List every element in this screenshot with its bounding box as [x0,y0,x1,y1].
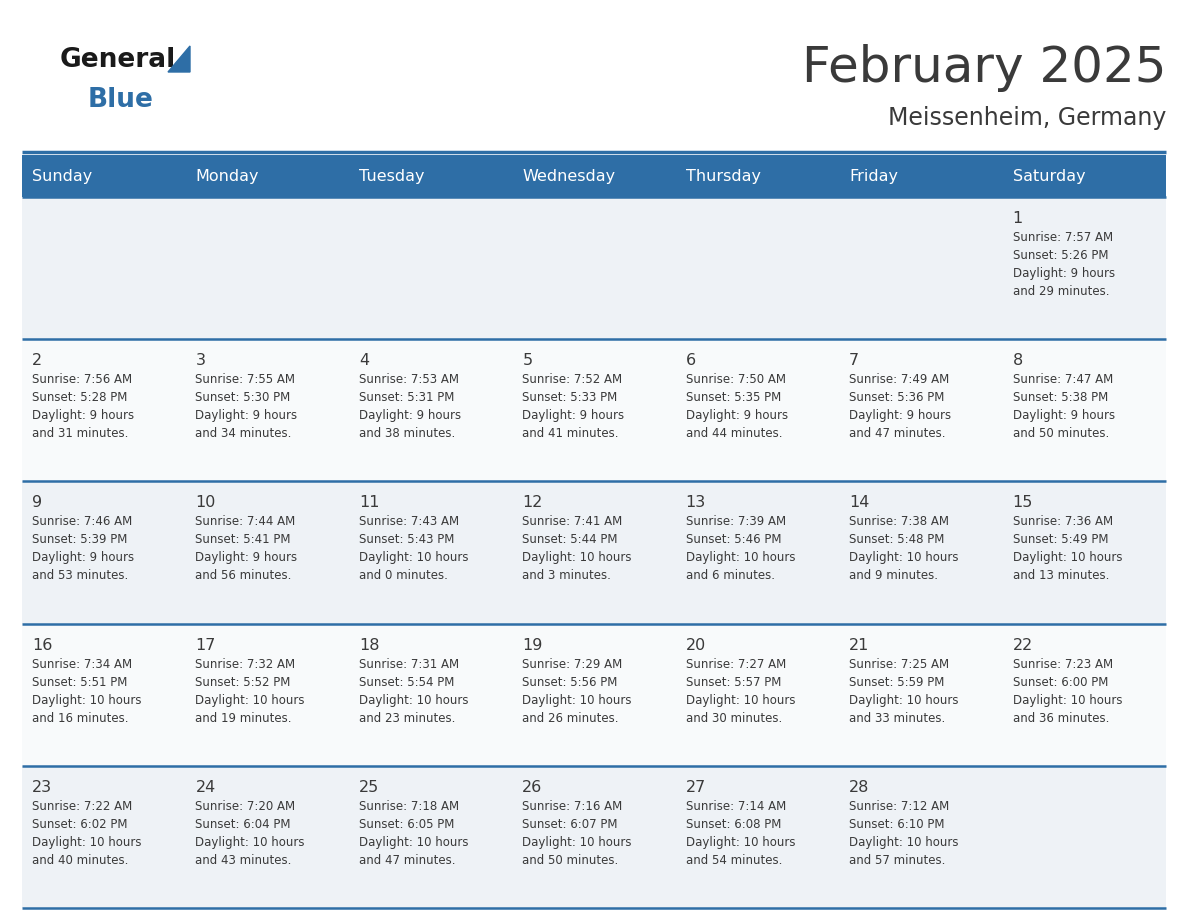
Text: 19: 19 [523,638,543,653]
Text: Sunrise: 7:56 AM
Sunset: 5:28 PM
Daylight: 9 hours
and 31 minutes.: Sunrise: 7:56 AM Sunset: 5:28 PM Dayligh… [32,374,134,441]
Text: Sunrise: 7:52 AM
Sunset: 5:33 PM
Daylight: 9 hours
and 41 minutes.: Sunrise: 7:52 AM Sunset: 5:33 PM Dayligh… [523,374,625,441]
Bar [23,623,1165,766]
Text: Sunrise: 7:23 AM
Sunset: 6:00 PM
Daylight: 10 hours
and 36 minutes.: Sunrise: 7:23 AM Sunset: 6:00 PM Dayligh… [1012,657,1123,724]
Text: Thursday: Thursday [685,169,760,184]
Text: Sunrise: 7:22 AM
Sunset: 6:02 PM
Daylight: 10 hours
and 40 minutes.: Sunrise: 7:22 AM Sunset: 6:02 PM Dayligh… [32,800,141,867]
Text: 8: 8 [1012,353,1023,368]
Text: 22: 22 [1012,638,1032,653]
Text: 2: 2 [32,353,42,368]
Text: 24: 24 [196,779,216,795]
Text: 17: 17 [196,638,216,653]
Text: 10: 10 [196,496,216,510]
Text: Sunrise: 7:47 AM
Sunset: 5:38 PM
Daylight: 9 hours
and 50 minutes.: Sunrise: 7:47 AM Sunset: 5:38 PM Dayligh… [1012,374,1114,441]
Text: Sunrise: 7:36 AM
Sunset: 5:49 PM
Daylight: 10 hours
and 13 minutes.: Sunrise: 7:36 AM Sunset: 5:49 PM Dayligh… [1012,515,1123,582]
Text: Sunrise: 7:41 AM
Sunset: 5:44 PM
Daylight: 10 hours
and 3 minutes.: Sunrise: 7:41 AM Sunset: 5:44 PM Dayligh… [523,515,632,582]
Text: Sunrise: 7:39 AM
Sunset: 5:46 PM
Daylight: 10 hours
and 6 minutes.: Sunrise: 7:39 AM Sunset: 5:46 PM Dayligh… [685,515,795,582]
Text: 6: 6 [685,353,696,368]
Text: Sunrise: 7:32 AM
Sunset: 5:52 PM
Daylight: 10 hours
and 19 minutes.: Sunrise: 7:32 AM Sunset: 5:52 PM Dayligh… [196,657,305,724]
Bar [23,197,1165,339]
Bar [23,155,1165,197]
Text: 21: 21 [849,638,870,653]
Text: Sunrise: 7:31 AM
Sunset: 5:54 PM
Daylight: 10 hours
and 23 minutes.: Sunrise: 7:31 AM Sunset: 5:54 PM Dayligh… [359,657,468,724]
Text: Sunrise: 7:57 AM
Sunset: 5:26 PM
Daylight: 9 hours
and 29 minutes.: Sunrise: 7:57 AM Sunset: 5:26 PM Dayligh… [1012,231,1114,298]
Text: Blue: Blue [88,87,154,113]
Text: 25: 25 [359,779,379,795]
Text: Sunrise: 7:44 AM
Sunset: 5:41 PM
Daylight: 9 hours
and 56 minutes.: Sunrise: 7:44 AM Sunset: 5:41 PM Dayligh… [196,515,297,582]
Bar [23,339,1165,481]
Text: Friday: Friday [849,169,898,184]
Text: Sunrise: 7:50 AM
Sunset: 5:35 PM
Daylight: 9 hours
and 44 minutes.: Sunrise: 7:50 AM Sunset: 5:35 PM Dayligh… [685,374,788,441]
Text: 9: 9 [32,496,42,510]
Text: Sunrise: 7:46 AM
Sunset: 5:39 PM
Daylight: 9 hours
and 53 minutes.: Sunrise: 7:46 AM Sunset: 5:39 PM Dayligh… [32,515,134,582]
Text: 11: 11 [359,496,379,510]
Text: 13: 13 [685,496,706,510]
Text: 28: 28 [849,779,870,795]
Text: 12: 12 [523,496,543,510]
Bar [23,766,1165,908]
Text: 14: 14 [849,496,870,510]
Text: 20: 20 [685,638,706,653]
Text: Sunrise: 7:25 AM
Sunset: 5:59 PM
Daylight: 10 hours
and 33 minutes.: Sunrise: 7:25 AM Sunset: 5:59 PM Dayligh… [849,657,959,724]
Text: 23: 23 [32,779,52,795]
Text: Tuesday: Tuesday [359,169,424,184]
Text: 16: 16 [32,638,52,653]
Text: Sunrise: 7:18 AM
Sunset: 6:05 PM
Daylight: 10 hours
and 47 minutes.: Sunrise: 7:18 AM Sunset: 6:05 PM Dayligh… [359,800,468,867]
Text: Sunrise: 7:53 AM
Sunset: 5:31 PM
Daylight: 9 hours
and 38 minutes.: Sunrise: 7:53 AM Sunset: 5:31 PM Dayligh… [359,374,461,441]
Text: Monday: Monday [196,169,259,184]
Text: Sunrise: 7:14 AM
Sunset: 6:08 PM
Daylight: 10 hours
and 54 minutes.: Sunrise: 7:14 AM Sunset: 6:08 PM Dayligh… [685,800,795,867]
Text: 1: 1 [1012,211,1023,226]
Text: Sunrise: 7:29 AM
Sunset: 5:56 PM
Daylight: 10 hours
and 26 minutes.: Sunrise: 7:29 AM Sunset: 5:56 PM Dayligh… [523,657,632,724]
Text: Sunrise: 7:43 AM
Sunset: 5:43 PM
Daylight: 10 hours
and 0 minutes.: Sunrise: 7:43 AM Sunset: 5:43 PM Dayligh… [359,515,468,582]
Text: Sunrise: 7:49 AM
Sunset: 5:36 PM
Daylight: 9 hours
and 47 minutes.: Sunrise: 7:49 AM Sunset: 5:36 PM Dayligh… [849,374,952,441]
Polygon shape [168,46,190,72]
Text: Wednesday: Wednesday [523,169,615,184]
Text: 4: 4 [359,353,369,368]
Text: 5: 5 [523,353,532,368]
Text: February 2025: February 2025 [802,44,1165,92]
Text: Sunrise: 7:34 AM
Sunset: 5:51 PM
Daylight: 10 hours
and 16 minutes.: Sunrise: 7:34 AM Sunset: 5:51 PM Dayligh… [32,657,141,724]
Text: 7: 7 [849,353,859,368]
Text: 15: 15 [1012,496,1032,510]
Text: General: General [61,47,176,73]
Text: 18: 18 [359,638,379,653]
Text: 27: 27 [685,779,706,795]
Text: Sunday: Sunday [32,169,93,184]
Text: 26: 26 [523,779,543,795]
Text: Sunrise: 7:55 AM
Sunset: 5:30 PM
Daylight: 9 hours
and 34 minutes.: Sunrise: 7:55 AM Sunset: 5:30 PM Dayligh… [196,374,297,441]
Text: Sunrise: 7:38 AM
Sunset: 5:48 PM
Daylight: 10 hours
and 9 minutes.: Sunrise: 7:38 AM Sunset: 5:48 PM Dayligh… [849,515,959,582]
Text: Sunrise: 7:20 AM
Sunset: 6:04 PM
Daylight: 10 hours
and 43 minutes.: Sunrise: 7:20 AM Sunset: 6:04 PM Dayligh… [196,800,305,867]
Bar [23,481,1165,623]
Text: Sunrise: 7:12 AM
Sunset: 6:10 PM
Daylight: 10 hours
and 57 minutes.: Sunrise: 7:12 AM Sunset: 6:10 PM Dayligh… [849,800,959,867]
Text: Sunrise: 7:27 AM
Sunset: 5:57 PM
Daylight: 10 hours
and 30 minutes.: Sunrise: 7:27 AM Sunset: 5:57 PM Dayligh… [685,657,795,724]
Text: Saturday: Saturday [1012,169,1085,184]
Text: Sunrise: 7:16 AM
Sunset: 6:07 PM
Daylight: 10 hours
and 50 minutes.: Sunrise: 7:16 AM Sunset: 6:07 PM Dayligh… [523,800,632,867]
Text: 3: 3 [196,353,206,368]
Text: Meissenheim, Germany: Meissenheim, Germany [887,106,1165,130]
